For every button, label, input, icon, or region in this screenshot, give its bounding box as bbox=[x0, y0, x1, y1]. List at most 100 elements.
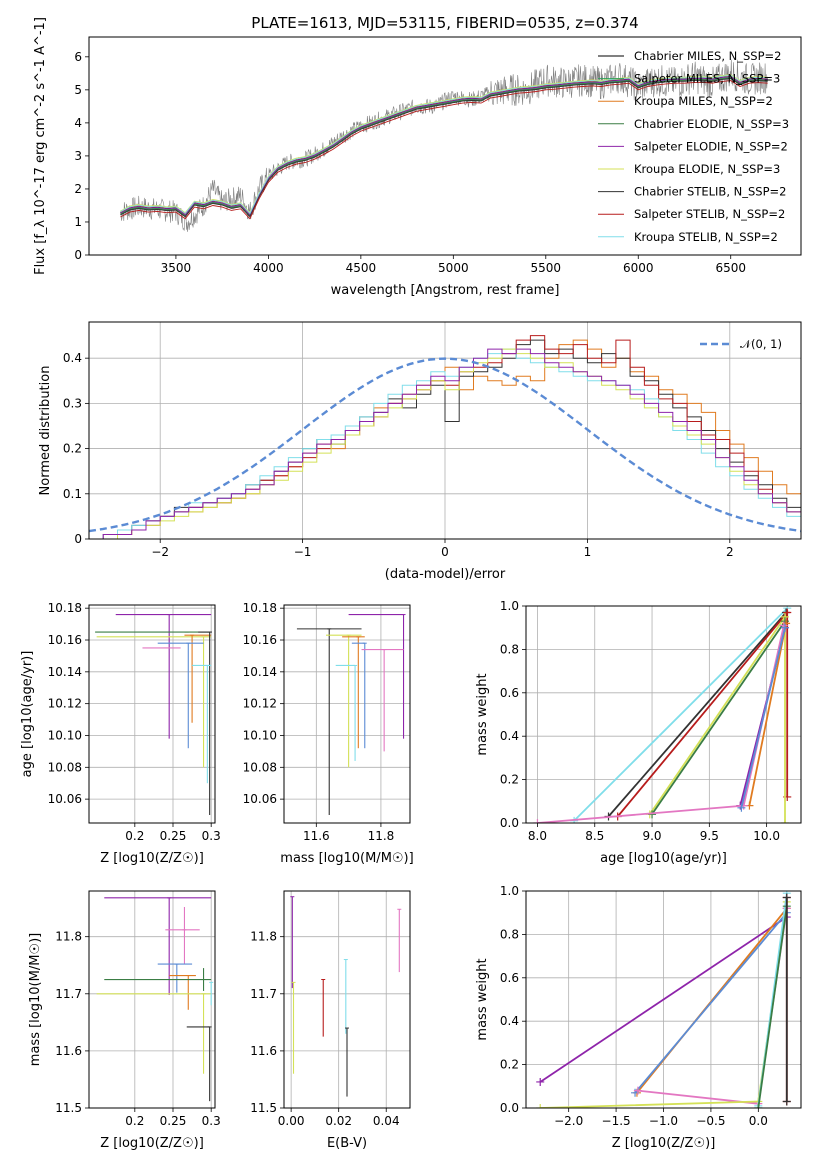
y-tick-label: 10.14 bbox=[243, 665, 277, 679]
spectrum-panel: 3500 4000 4500 5000 5500 6000 6500 0 1 2 3 4 5 6 wavel… bbox=[33, 17, 802, 298]
x-tick-label: 11.6 bbox=[303, 829, 330, 843]
y-tick-label: 1.0 bbox=[500, 599, 519, 613]
age-vs-z-plot bbox=[95, 613, 212, 816]
y-axis-label: Flux [f_λ 10^-17 erg cm^-2 s^-1 A^-1] bbox=[33, 17, 48, 275]
axes-frame bbox=[525, 605, 802, 824]
legend-entry: Kroupa STELIB, N_SSP=2 bbox=[634, 230, 778, 244]
y-tick-label: 0.8 bbox=[500, 927, 519, 941]
x-tick-label: 0.3 bbox=[202, 1114, 221, 1128]
y-tick-label: 10.16 bbox=[243, 633, 277, 647]
mass-vs-z-plot bbox=[96, 897, 214, 1102]
y-tick-label: 0 bbox=[74, 248, 82, 262]
weight-marker bbox=[783, 608, 792, 617]
x-axis-label: Z [log10(Z/Z☉)] bbox=[100, 851, 204, 866]
y-tick-label: 3 bbox=[74, 149, 82, 163]
weight-marker bbox=[782, 893, 791, 902]
x-tick-label: 0.25 bbox=[160, 829, 187, 843]
weight-line-8 bbox=[740, 627, 786, 809]
x-tick-label: 0.3 bbox=[202, 829, 221, 843]
x-tick-label: 0.2 bbox=[125, 829, 144, 843]
model-line-6 bbox=[120, 78, 768, 218]
weight-line-6 bbox=[757, 906, 788, 1108]
y-tick-label: 11.5 bbox=[55, 1101, 82, 1115]
weight-vs-age-panel: 8.0 8.5 9.0 9.5 10.0 0.0 0.2 0.4 0.6 0.8 1.0 age [l… bbox=[475, 599, 802, 866]
legend-entry: Chabrier ELODIE, N_SSP=3 bbox=[634, 117, 789, 131]
x-tick-label: 10.0 bbox=[753, 829, 780, 843]
axes-frame bbox=[88, 890, 216, 1109]
x-tick-label: 5500 bbox=[531, 261, 562, 275]
y-tick-label: 10.06 bbox=[48, 792, 82, 806]
y-tick-label: 11.5 bbox=[250, 1101, 277, 1115]
weight-line-2 bbox=[617, 610, 789, 818]
axes-frame bbox=[88, 321, 802, 540]
weight-vs-z-plot bbox=[536, 891, 791, 1108]
y-tick-label: 10.14 bbox=[48, 665, 82, 679]
x-tick-label: −0.5 bbox=[696, 1114, 725, 1128]
legend-entry: Chabrier MILES, N_SSP=2 bbox=[634, 49, 781, 63]
model-line-7 bbox=[120, 80, 768, 220]
x-axis-label: Z [log10(Z/Z☉)] bbox=[100, 1136, 204, 1151]
x-tick-label: −1.0 bbox=[649, 1114, 678, 1128]
y-tick-label: 10.10 bbox=[48, 728, 82, 742]
weight-vs-z-panel: −2.0 −1.5 −1.0 −0.5 0.0 0.0 0.2 0.4 0.6 0.8 1.0 Z [… bbox=[475, 884, 802, 1151]
residuals-panel: −2 −1 0 1 2 0 0.1 0.2 0.3 0.4 (data-model)/error No… bbox=[38, 321, 802, 582]
axes-frame bbox=[283, 890, 411, 1109]
x-tick-label: 4500 bbox=[346, 261, 377, 275]
y-tick-label: 1.0 bbox=[500, 884, 519, 898]
mass-vs-z-panel: 0.2 0.25 0.3 11.5 11.6 11.7 11.8 Z [log10(Z/Z☉)… bbox=[28, 890, 221, 1151]
y-axis-label: mass weight bbox=[475, 673, 490, 755]
y-tick-label: 11.6 bbox=[250, 1044, 277, 1058]
x-tick-label: 0.2 bbox=[125, 1114, 144, 1128]
y-tick-label: 11.8 bbox=[55, 930, 82, 944]
x-tick-label: −2.0 bbox=[554, 1114, 583, 1128]
weight-marker bbox=[633, 1086, 642, 1095]
x-axis-label: E(B-V) bbox=[327, 1136, 367, 1151]
y-tick-label: 0.0 bbox=[500, 1101, 519, 1115]
mass-vs-ebv-panel: 0.00 0.02 0.04 11.5 11.6 11.7 11.8 E(B-V) bbox=[250, 890, 411, 1151]
model-line-4 bbox=[120, 76, 768, 216]
legend-entry: Chabrier STELIB, N_SSP=2 bbox=[634, 185, 786, 199]
weight-line-0 bbox=[573, 607, 788, 822]
histogram-2 bbox=[89, 335, 801, 539]
age-vs-z-panel: 0.2 0.25 0.3 10.06 10.08 10.10 10.12 10.14 10.16… bbox=[20, 601, 221, 866]
y-tick-label: 11.7 bbox=[55, 987, 82, 1001]
weight-line-5 bbox=[748, 623, 787, 806]
weight-marker bbox=[780, 623, 789, 632]
y-tick-label: 0.3 bbox=[63, 396, 82, 410]
model-line-3 bbox=[120, 77, 768, 217]
y-tick-label: 6 bbox=[74, 50, 82, 64]
y-tick-label: 10.18 bbox=[48, 601, 82, 615]
weight-line-4 bbox=[651, 620, 786, 815]
legend-entry: Kroupa MILES, N_SSP=2 bbox=[634, 94, 773, 108]
x-tick-label: 9.5 bbox=[700, 829, 719, 843]
age-vs-mass-panel: 11.6 11.8 10.06 10.08 10.10 10.12 10.14 10.16 10… bbox=[243, 601, 414, 866]
y-tick-label: 1 bbox=[74, 215, 82, 229]
x-tick-label: 8.5 bbox=[585, 829, 604, 843]
axes-frame bbox=[88, 36, 802, 256]
x-tick-label: 6500 bbox=[715, 261, 746, 275]
y-tick-label: 5 bbox=[74, 83, 82, 97]
figure-title: PLATE=1613, MJD=53115, FIBERID=0535, z=0… bbox=[251, 14, 638, 32]
x-tick-label: 0.02 bbox=[325, 1114, 352, 1128]
y-tick-label: 10.18 bbox=[243, 601, 277, 615]
x-tick-label: 4000 bbox=[253, 261, 284, 275]
x-axis-label: mass [log10(M/M☉)] bbox=[280, 851, 413, 866]
x-tick-label: 6000 bbox=[623, 261, 654, 275]
age-vs-mass-plot bbox=[296, 613, 406, 816]
y-tick-label: 11.6 bbox=[55, 1044, 82, 1058]
legend-entry: Kroupa ELODIE, N_SSP=3 bbox=[634, 162, 780, 176]
y-tick-label: 10.08 bbox=[243, 760, 277, 774]
chart-panels: 3500 4000 4500 5000 5500 6000 6500 0 1 2 3 4 5 6 wavel… bbox=[20, 17, 802, 1151]
y-tick-label: 0.8 bbox=[500, 642, 519, 656]
x-tick-label: 0.04 bbox=[373, 1114, 400, 1128]
x-axis-label: wavelength [Angstrom, rest frame] bbox=[331, 283, 560, 298]
y-tick-label: 10.12 bbox=[243, 697, 277, 711]
x-tick-label: 0 bbox=[441, 545, 449, 559]
weight-marker bbox=[536, 1077, 545, 1086]
y-tick-label: 0 bbox=[74, 532, 82, 546]
residuals-plot bbox=[89, 335, 801, 539]
x-tick-label: −1.5 bbox=[602, 1114, 631, 1128]
weight-marker bbox=[737, 803, 746, 812]
weight-marker bbox=[782, 1097, 791, 1106]
x-axis-label: Z [log10(Z/Z☉)] bbox=[612, 1136, 716, 1151]
